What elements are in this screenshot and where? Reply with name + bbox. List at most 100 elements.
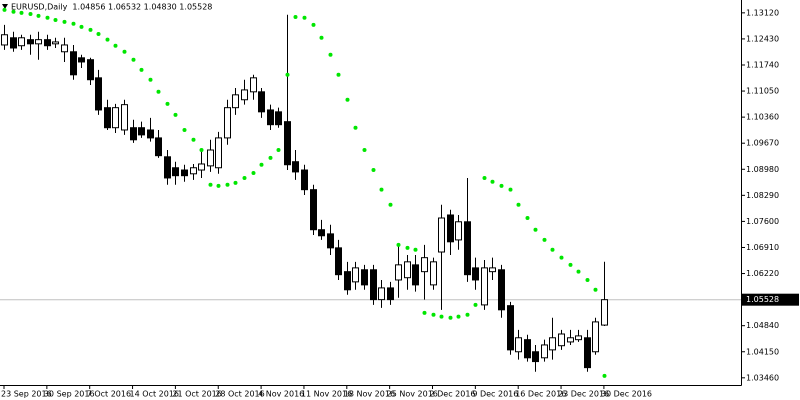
candle-body: [361, 269, 368, 286]
sar-dot: [482, 175, 487, 180]
symbol-menu-arrow[interactable]: [2, 4, 8, 9]
candle-body: [335, 247, 342, 276]
candle-body: [147, 129, 154, 139]
x-tick-label: 4 Nov 2016: [258, 390, 304, 399]
x-tick-label: 11 Nov 2016: [301, 390, 352, 399]
candle-body: [438, 217, 445, 253]
x-tick-label: 21 Oct 2016: [172, 390, 221, 399]
sar-dot: [302, 15, 307, 20]
candle-body: [258, 91, 265, 113]
candle-body: [370, 269, 377, 301]
y-tick-label: 1.12430: [746, 34, 779, 43]
candle-body: [541, 344, 548, 359]
sar-dot: [576, 269, 581, 274]
sar-dot: [113, 43, 118, 48]
candle-body: [584, 337, 591, 369]
y-tick-label: 1.13120: [746, 8, 779, 17]
candle-body: [224, 107, 231, 139]
candle-body: [155, 137, 162, 157]
sar-dot: [568, 262, 573, 267]
candle-body: [378, 287, 385, 301]
x-tick-label: 28 Oct 2016: [215, 390, 264, 399]
sar-dot: [593, 287, 598, 292]
sar-dot: [71, 21, 76, 26]
candle-body: [292, 161, 299, 173]
sar-dot: [345, 97, 350, 102]
candle-body: [455, 221, 462, 241]
candle-body: [164, 156, 171, 179]
sar-dot: [508, 187, 513, 192]
x-tick-label: 14 Oct 2016: [130, 390, 179, 399]
sar-dot: [448, 315, 453, 320]
sar-dot: [225, 182, 230, 187]
candle-body: [430, 261, 437, 286]
candle-body: [481, 267, 488, 306]
x-tick-label: 9 Dec 2016: [472, 390, 518, 399]
sar-dot: [276, 147, 281, 152]
sar-dot: [62, 19, 67, 24]
x-tick-label: 30 Dec 2016: [601, 390, 652, 399]
candle-body: [215, 137, 222, 169]
candle-body: [95, 77, 102, 111]
sar-dot: [379, 187, 384, 192]
x-tick-label: 25 Nov 2016: [387, 390, 438, 399]
sar-dot: [2, 7, 7, 12]
sar-dot: [173, 112, 178, 117]
sar-dot: [465, 312, 470, 317]
sar-dot: [139, 67, 144, 72]
x-tick-label: 23 Dec 2016: [558, 390, 609, 399]
y-tick-label: 1.06910: [746, 243, 779, 252]
candle-body: [1, 34, 8, 46]
sar-dot: [165, 101, 170, 106]
candle-body: [327, 233, 334, 249]
sar-dot: [199, 147, 204, 152]
sar-dot: [525, 216, 530, 221]
candle-body: [575, 335, 582, 341]
x-tick-label: 18 Nov 2016: [344, 390, 395, 399]
sar-dot: [131, 57, 136, 62]
candle-body: [27, 39, 34, 45]
candle-body: [35, 39, 42, 45]
sar-dot: [550, 247, 555, 252]
candle-body: [250, 77, 257, 93]
candle-body: [421, 257, 428, 273]
candle-body: [18, 37, 25, 47]
sar-dot: [405, 245, 410, 250]
candle-body: [395, 264, 402, 281]
sar-dot: [285, 72, 290, 77]
sar-dot: [216, 183, 221, 188]
price-label-box: [742, 293, 799, 306]
sar-dot: [242, 175, 247, 180]
candle-body: [87, 59, 94, 81]
sar-dot: [156, 89, 161, 94]
sar-dot: [456, 314, 461, 319]
y-tick-label: 1.10360: [746, 113, 779, 122]
sar-dot: [311, 22, 316, 27]
sar-dot: [11, 9, 16, 14]
sar-dot: [268, 155, 273, 160]
sar-dot: [371, 168, 376, 173]
y-tick-label: 1.04150: [746, 347, 779, 356]
candle-body: [78, 57, 85, 63]
sar-dot: [328, 52, 333, 57]
candle-body: [412, 264, 419, 286]
x-tick-label: 23 Sep 2016: [1, 390, 52, 399]
candle-body: [267, 109, 274, 126]
sar-dot: [45, 15, 50, 20]
candle-body: [52, 41, 59, 45]
candle-body: [489, 267, 496, 273]
price-label: 1.05528: [746, 295, 779, 304]
y-tick-label: 1.03460: [746, 373, 779, 382]
candle-body: [404, 261, 411, 279]
sar-dot: [602, 373, 607, 378]
candle-body: [592, 321, 599, 353]
y-tick-label: 1.08980: [746, 165, 779, 174]
sar-dot: [353, 125, 358, 130]
candle-body: [301, 169, 308, 191]
candle-body: [352, 267, 359, 283]
sar-dot: [79, 24, 84, 29]
sar-dot: [542, 237, 547, 242]
sar-dot: [251, 171, 256, 176]
sar-dot: [533, 227, 538, 232]
sar-dot: [88, 27, 93, 32]
